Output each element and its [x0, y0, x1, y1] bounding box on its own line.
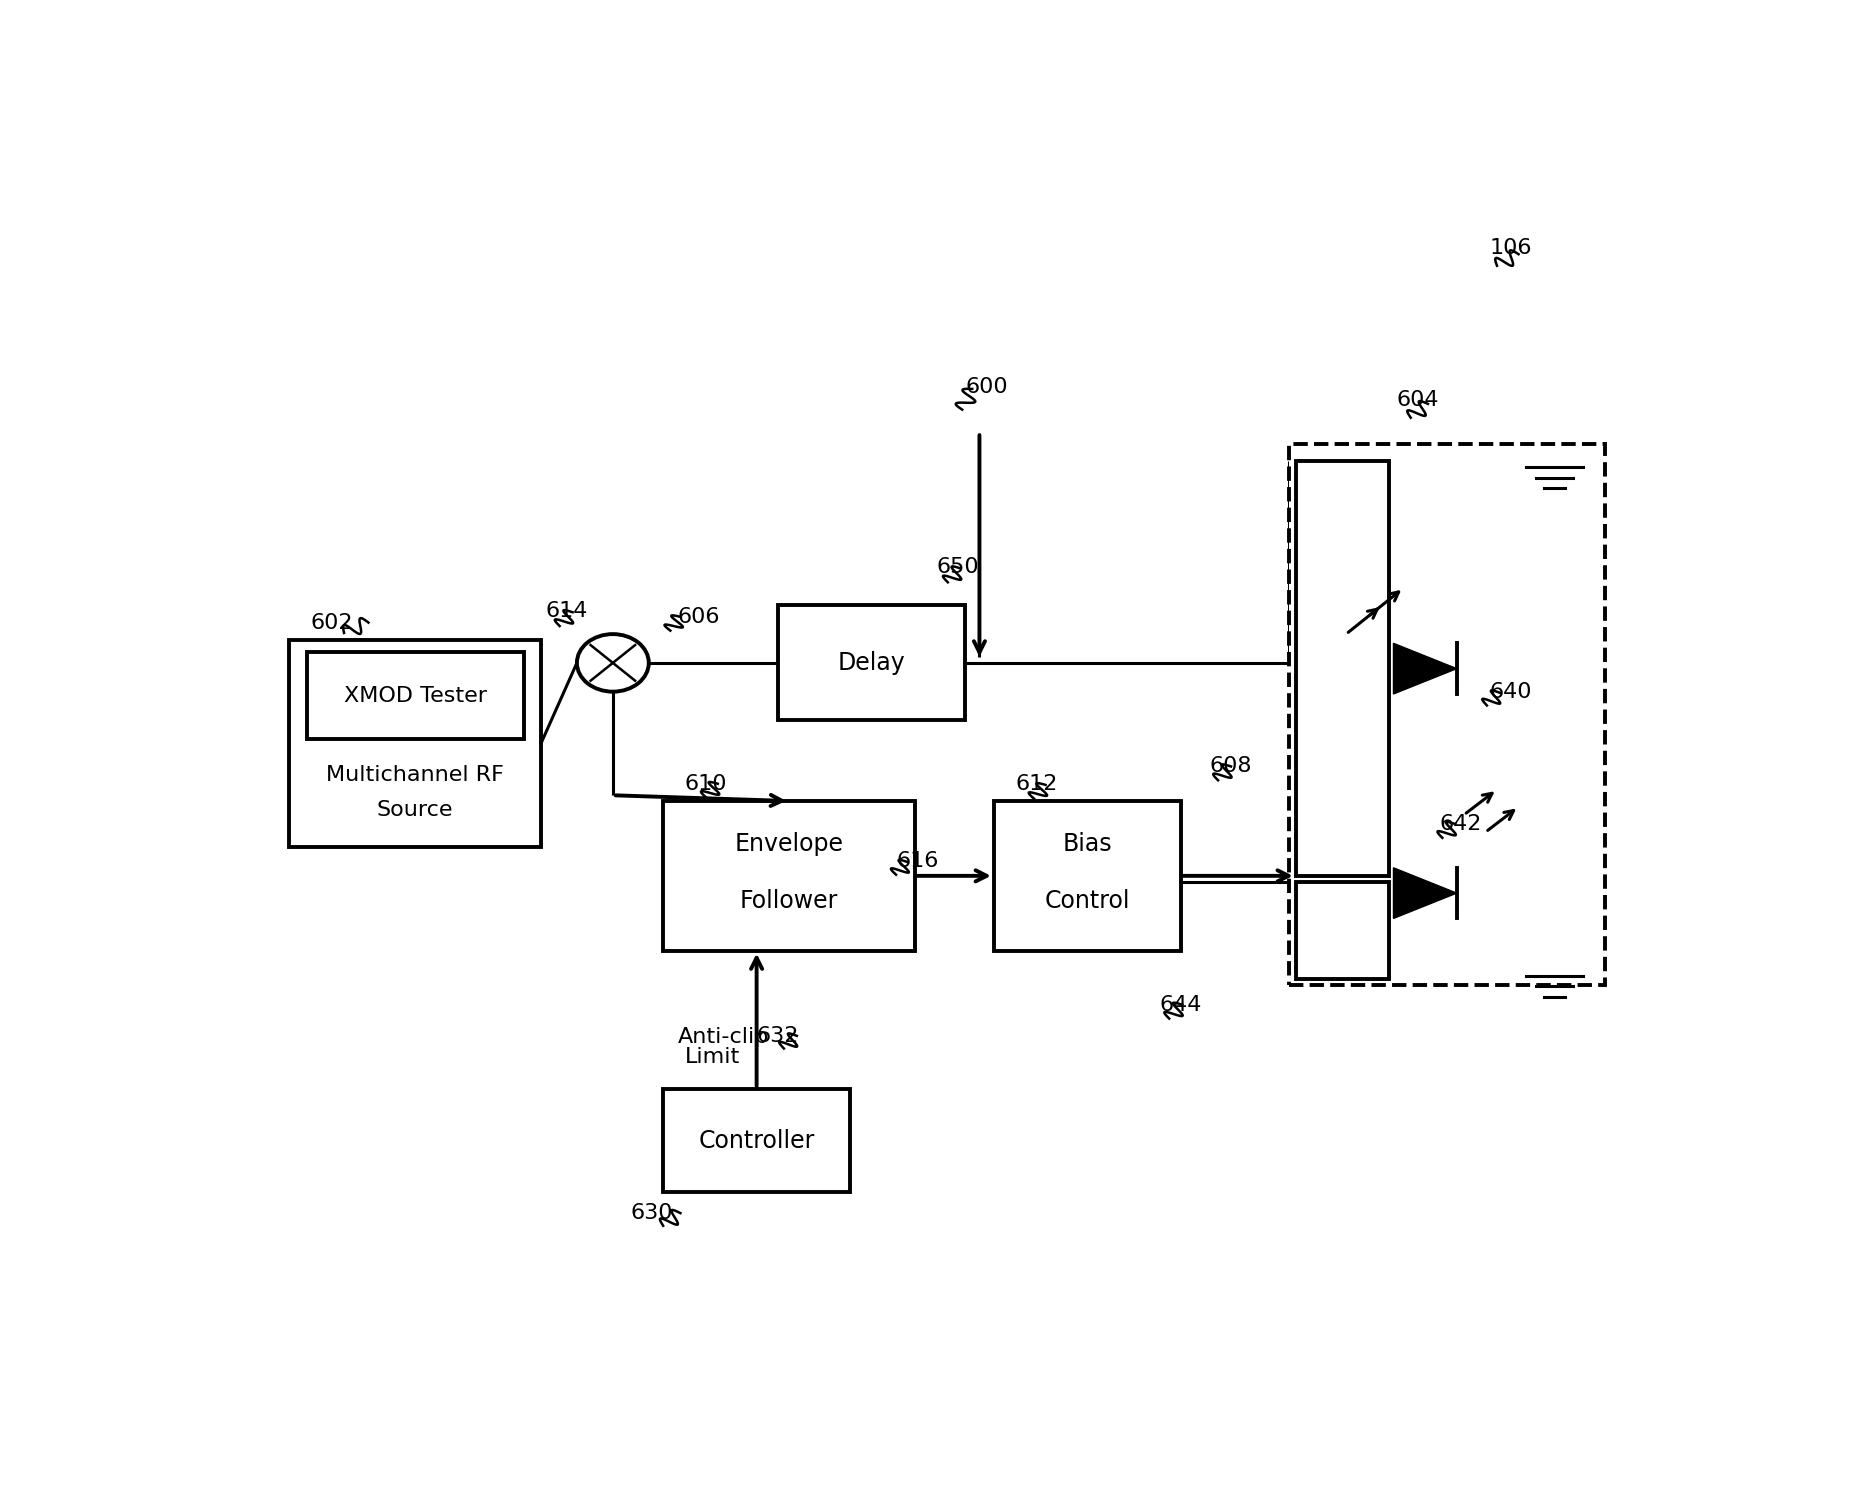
Text: 106: 106 [1490, 239, 1532, 259]
Text: Anti-clip: Anti-clip [677, 1027, 770, 1046]
Text: Delay: Delay [838, 650, 905, 674]
Text: Source: Source [377, 800, 453, 819]
Text: 600: 600 [965, 377, 1007, 396]
Text: 614: 614 [545, 601, 588, 620]
Text: Follower: Follower [740, 890, 838, 913]
Polygon shape [1393, 867, 1456, 918]
FancyBboxPatch shape [306, 652, 523, 740]
Text: 604: 604 [1397, 390, 1439, 411]
Circle shape [577, 634, 649, 692]
Text: 606: 606 [677, 607, 720, 626]
Text: 650: 650 [937, 558, 979, 577]
FancyBboxPatch shape [779, 605, 965, 721]
FancyBboxPatch shape [664, 1088, 850, 1193]
Text: Envelope: Envelope [735, 831, 844, 855]
Text: 608: 608 [1209, 756, 1252, 776]
Text: Multichannel RF: Multichannel RF [326, 764, 505, 785]
Text: XMOD Tester: XMOD Tester [343, 686, 486, 706]
Text: 642: 642 [1439, 815, 1482, 834]
FancyBboxPatch shape [1295, 882, 1389, 979]
Text: 616: 616 [896, 851, 939, 872]
FancyBboxPatch shape [289, 640, 542, 848]
Text: 644: 644 [1159, 994, 1202, 1015]
Text: 630: 630 [631, 1203, 673, 1223]
Text: Controller: Controller [699, 1129, 814, 1153]
Text: 632: 632 [757, 1026, 800, 1046]
Text: 610: 610 [684, 774, 727, 794]
FancyBboxPatch shape [1295, 462, 1389, 876]
FancyBboxPatch shape [664, 801, 915, 951]
Text: 612: 612 [1015, 774, 1057, 794]
FancyBboxPatch shape [994, 801, 1182, 951]
FancyBboxPatch shape [1289, 444, 1605, 985]
Text: 602: 602 [312, 613, 354, 632]
Polygon shape [1393, 643, 1456, 694]
Text: Limit: Limit [684, 1046, 740, 1066]
Text: Bias: Bias [1063, 831, 1113, 855]
Text: 640: 640 [1490, 682, 1532, 701]
Text: Control: Control [1044, 890, 1130, 913]
